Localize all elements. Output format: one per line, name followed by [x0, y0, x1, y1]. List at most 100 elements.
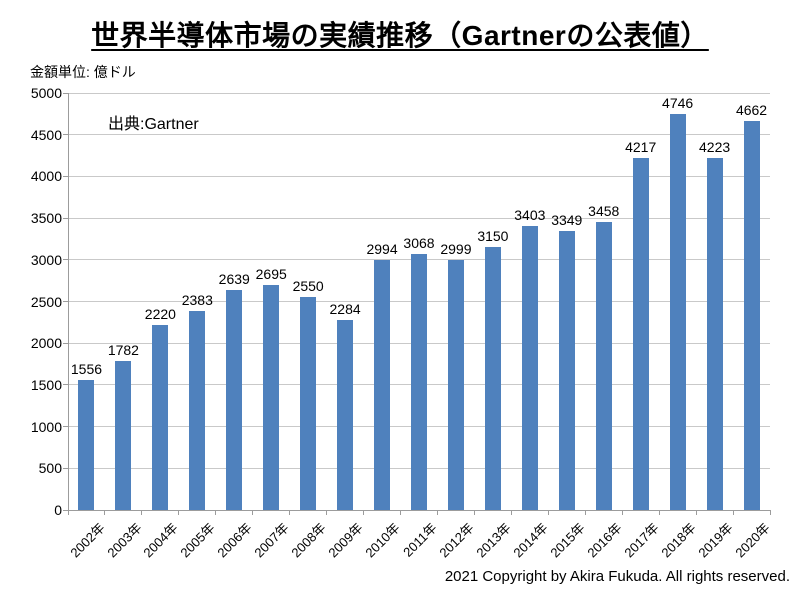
x-axis-tick — [769, 510, 771, 515]
x-axis-label: 2012年 — [436, 520, 477, 561]
unit-label: 金額単位: 億ドル — [30, 64, 136, 80]
bar-value-label: 4223 — [699, 138, 731, 155]
x-axis-tick — [547, 510, 549, 515]
bar-value-label: 2220 — [144, 305, 176, 322]
y-axis-label: 4500 — [30, 126, 62, 143]
y-axis-tick — [63, 467, 68, 469]
x-axis-label: 2006年 — [214, 520, 255, 561]
x-axis-tick — [510, 510, 512, 515]
x-axis-tick — [695, 510, 697, 515]
x-axis-tick — [289, 510, 291, 515]
bar-value-label: 2695 — [255, 266, 287, 283]
x-axis-label: 2016年 — [584, 520, 625, 561]
y-axis-label: 3000 — [30, 251, 62, 268]
bar-value-label: 3458 — [588, 202, 620, 219]
x-axis-tick — [326, 510, 328, 515]
y-axis-label: 2000 — [30, 335, 62, 352]
y-axis-tick — [63, 384, 68, 386]
x-axis-label: 2017年 — [621, 520, 662, 561]
y-axis-tick — [63, 301, 68, 302]
bar — [447, 259, 464, 510]
x-axis-tick — [363, 510, 365, 515]
x-axis-tick — [584, 510, 586, 515]
copyright-text: 2021 Copyright by Akira Fukuda. All righ… — [444, 568, 790, 585]
x-axis-label: 2008年 — [288, 520, 329, 561]
gridline — [68, 92, 770, 94]
y-axis-label: 4000 — [30, 168, 62, 185]
y-axis-tick — [63, 259, 68, 261]
x-axis-label: 2011年 — [400, 520, 440, 560]
bar — [152, 324, 169, 510]
x-axis-tick — [178, 510, 180, 515]
x-axis-label: 2007年 — [251, 520, 292, 561]
source-annotation: 出典:Gartner — [108, 116, 199, 133]
bar-value-label: 2999 — [440, 240, 472, 257]
bar-value-label: 4217 — [625, 139, 657, 156]
bar — [743, 121, 760, 510]
y-axis-line — [68, 93, 69, 511]
y-axis-label: 500 — [38, 460, 62, 477]
x-axis-tick — [141, 510, 143, 515]
x-axis-tick — [473, 510, 475, 515]
x-axis-tick — [252, 510, 254, 515]
x-axis-label: 2009年 — [325, 520, 366, 561]
x-axis-label: 2005年 — [177, 520, 219, 561]
bar-value-label: 2550 — [292, 278, 324, 295]
bar-value-label: 3349 — [551, 211, 583, 228]
y-axis-label: 1500 — [30, 376, 62, 393]
y-axis-tick — [63, 217, 68, 219]
bar — [595, 221, 612, 510]
y-axis-label: 5000 — [30, 85, 62, 101]
y-axis-tick — [63, 134, 68, 136]
bar-value-label: 3068 — [403, 235, 435, 252]
x-axis-label: 2014年 — [510, 520, 551, 561]
x-axis-label: 2018年 — [658, 520, 699, 561]
bar — [115, 361, 132, 510]
x-axis-tick — [104, 510, 106, 515]
bar — [189, 311, 206, 510]
y-axis-tick — [63, 342, 68, 344]
y-axis-label: 3500 — [30, 210, 62, 227]
bar — [558, 230, 575, 510]
bar — [300, 297, 317, 510]
page-title: 世界半導体市場の実績推移（Gartnerの公表値） — [91, 20, 709, 51]
bar — [632, 158, 649, 510]
x-axis-line — [68, 509, 770, 511]
bar-value-label: 4662 — [735, 102, 768, 119]
bar — [521, 226, 538, 510]
bar-value-label: 1556 — [70, 361, 103, 378]
x-axis-label: 2020年 — [732, 520, 773, 561]
bar-value-label: 2284 — [329, 300, 361, 317]
x-axis-label: 2013年 — [473, 520, 514, 561]
x-axis-label: 2015年 — [547, 520, 588, 561]
y-axis-label: 0 — [54, 502, 62, 518]
x-axis-tick — [215, 510, 217, 515]
bar-value-label: 4746 — [662, 95, 694, 112]
bar-value-label: 2994 — [366, 241, 398, 258]
bar — [263, 285, 280, 510]
bar — [411, 254, 427, 510]
x-axis-tick — [400, 510, 402, 515]
x-axis-tick — [732, 510, 734, 515]
x-axis-label: 2019年 — [695, 520, 736, 561]
gridline — [68, 217, 770, 219]
bar — [706, 157, 723, 510]
x-axis-label: 2002年 — [66, 520, 108, 561]
x-axis-tick — [621, 510, 623, 515]
bar — [226, 289, 243, 510]
bar — [669, 114, 686, 510]
y-axis-label: 2500 — [30, 293, 62, 310]
x-axis-tick — [67, 510, 69, 515]
bar — [374, 260, 391, 510]
bar-value-label: 1782 — [107, 342, 139, 359]
bar-value-label: 2639 — [218, 270, 250, 287]
bar — [78, 380, 95, 510]
x-axis-tick — [436, 510, 438, 515]
x-axis-label: 2010年 — [362, 520, 403, 561]
bar-value-label: 3150 — [477, 228, 509, 245]
y-axis-tick — [63, 509, 68, 511]
y-axis-tick — [63, 92, 68, 94]
x-axis-label: 2003年 — [103, 520, 145, 561]
